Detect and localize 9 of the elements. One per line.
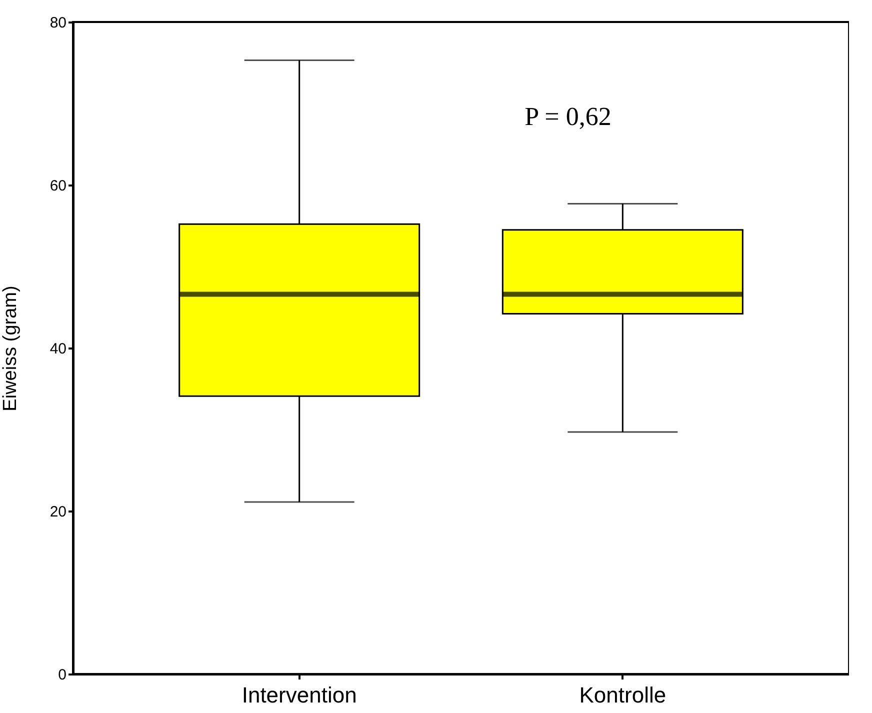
annotation: P = 0,62 (524, 102, 612, 131)
y-tick-label: 60 (50, 178, 66, 194)
y-tick-label: 40 (50, 340, 66, 358)
x-tick-label: Kontrolle (579, 682, 666, 708)
y-tick-label: 20 (50, 504, 66, 520)
x-tick-label: Intervention (242, 682, 357, 708)
y-tick-label: 0 (58, 666, 66, 684)
y-axis-title: Eiweiss (gram) (0, 286, 21, 412)
y-tick-label: 80 (50, 14, 66, 32)
